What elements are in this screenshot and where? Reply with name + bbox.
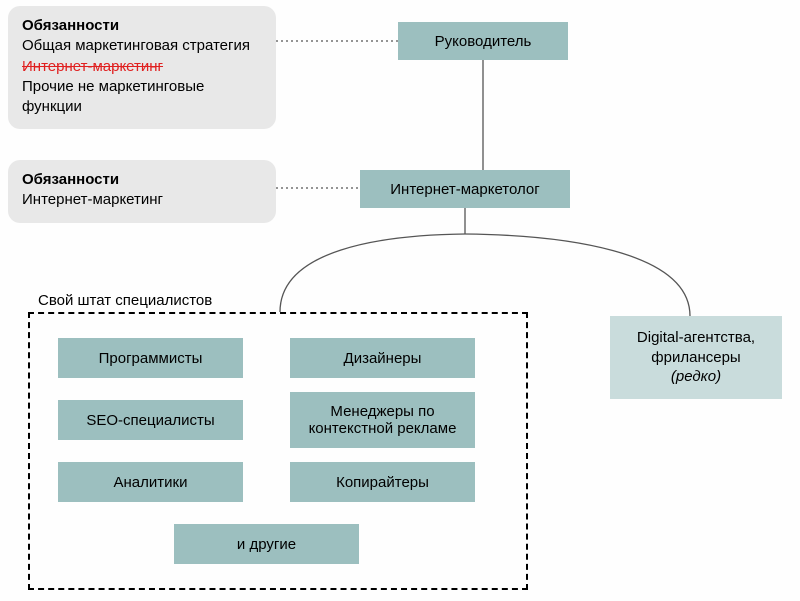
node-programmers: Программисты — [58, 338, 243, 378]
duties-marketer-line1: Интернет-маркетинг — [22, 190, 262, 210]
node-analysts: Аналитики — [58, 462, 243, 502]
node-seo-label: SEO-специалисты — [86, 412, 214, 429]
node-copywriters: Копирайтеры — [290, 462, 475, 502]
digital-rare: (редко) — [620, 367, 772, 387]
node-seo: SEO-специалисты — [58, 400, 243, 440]
duties-marketer: Обязанности Интернет-маркетинг — [8, 160, 276, 223]
duties-leader-line3: Прочие не маркетинговые функции — [22, 77, 262, 118]
node-digital: Digital-агентства, фрилансеры (редко) — [610, 316, 782, 399]
node-others: и другие — [174, 524, 359, 564]
node-designers-label: Дизайнеры — [344, 350, 422, 367]
node-others-label: и другие — [237, 536, 296, 553]
node-leader: Руководитель — [398, 22, 568, 60]
digital-line2: фрилансеры — [620, 348, 772, 368]
duties-marketer-title: Обязанности — [22, 170, 262, 190]
node-marketer: Интернет-маркетолог — [360, 170, 570, 208]
node-context-label: Менеджеры по контекстной рекламе — [294, 403, 471, 437]
node-leader-label: Руководитель — [435, 33, 532, 50]
node-context: Менеджеры по контекстной рекламе — [290, 392, 475, 448]
node-designers: Дизайнеры — [290, 338, 475, 378]
staff-title: Свой штат специалистов — [38, 292, 212, 309]
duties-leader-struck: Интернет-маркетинг — [22, 57, 262, 77]
duties-leader: Обязанности Общая маркетинговая стратеги… — [8, 6, 276, 129]
node-analysts-label: Аналитики — [114, 474, 188, 491]
node-copywriters-label: Копирайтеры — [336, 474, 429, 491]
duties-leader-title: Обязанности — [22, 16, 262, 36]
digital-line1: Digital-агентства, — [620, 328, 772, 348]
duties-leader-line1: Общая маркетинговая стратегия — [22, 36, 262, 56]
node-marketer-label: Интернет-маркетолог — [390, 181, 539, 198]
node-programmers-label: Программисты — [99, 350, 203, 367]
